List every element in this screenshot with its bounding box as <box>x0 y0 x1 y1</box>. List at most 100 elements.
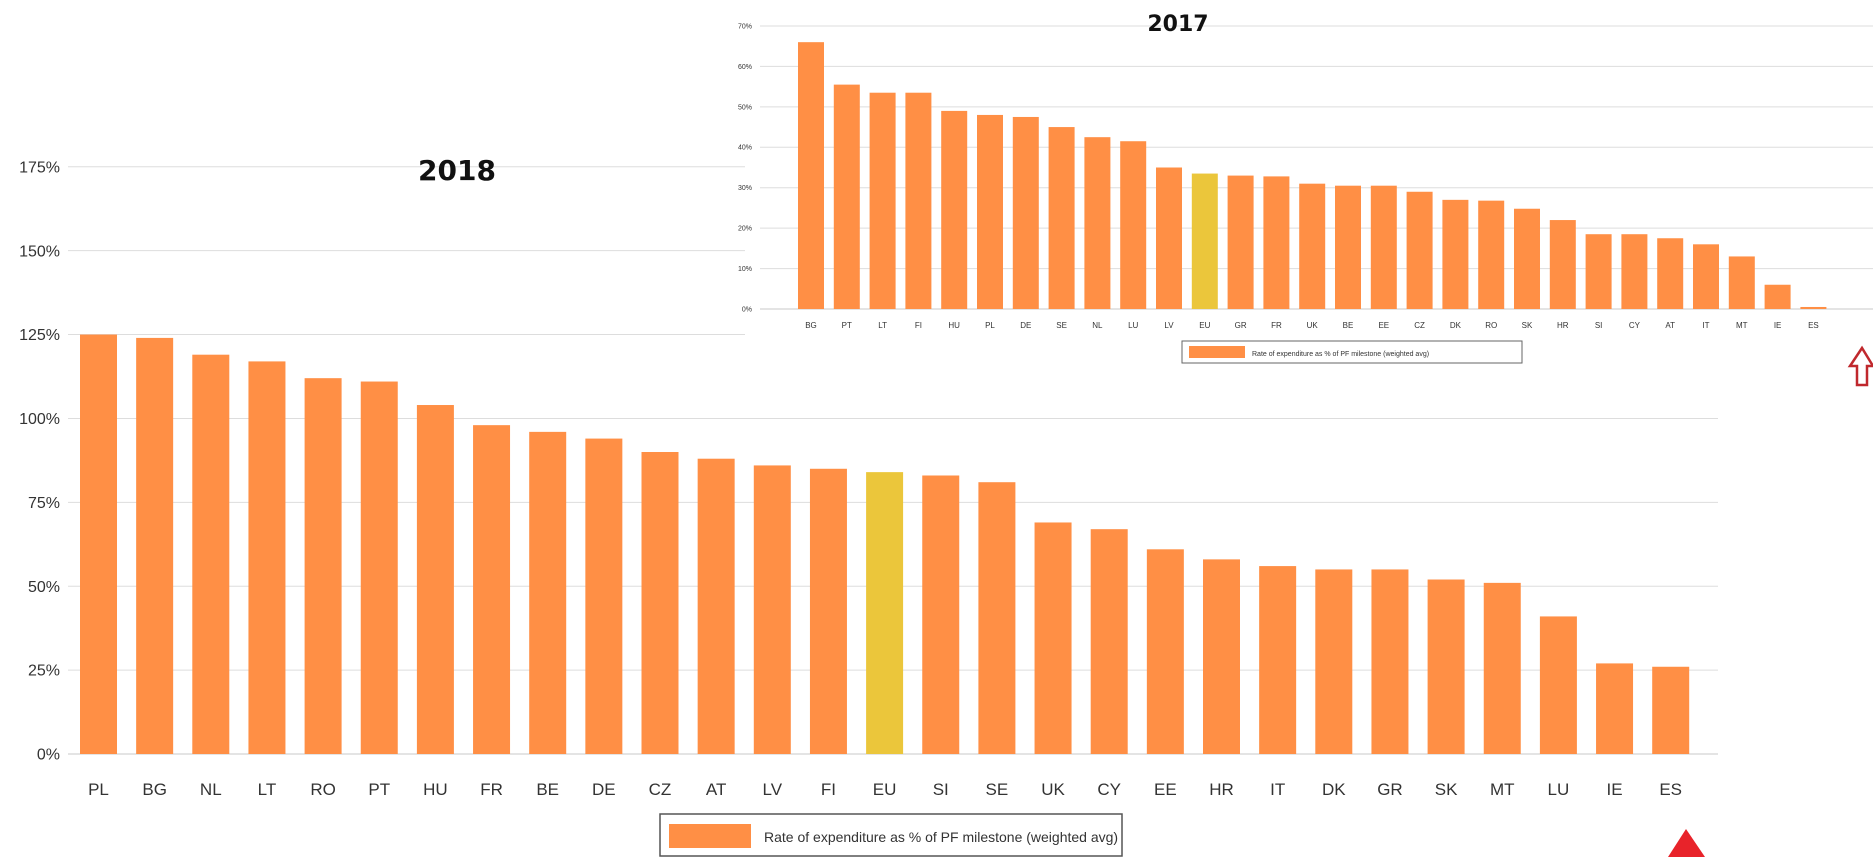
bar-fi <box>905 92 932 309</box>
x-tick-label-se: SE <box>986 780 1009 799</box>
x-tick-label-dk: DK <box>1450 321 1462 330</box>
x-tick-label-sk: SK <box>1435 780 1458 799</box>
red-up-triangle-icon <box>1668 829 1705 857</box>
chart-2018-x-axis: PL BG NL LT RO PT HU FR BE DE CZ AT LV FI EU SI SE UK CY EE… <box>88 780 1682 799</box>
x-tick-label-mt: MT <box>1490 780 1515 799</box>
x-tick-label-fi: FI <box>821 780 836 799</box>
x-tick-label-hr: HR <box>1209 780 1234 799</box>
bar-gr <box>1371 569 1409 754</box>
bar-sk <box>1427 579 1465 754</box>
bar-eu <box>1191 173 1218 309</box>
chart-2017-legend-box <box>1181 340 1523 364</box>
x-tick-label-at: AT <box>706 780 726 799</box>
chart-2018-bars <box>80 334 1690 754</box>
x-tick-label-ie: IE <box>1774 321 1782 330</box>
bar-ee <box>1370 185 1397 309</box>
bar-at <box>697 458 735 754</box>
x-tick-label-hu: HU <box>948 321 960 330</box>
bar-mt <box>1728 256 1755 309</box>
bar-lu <box>1120 141 1147 309</box>
bar-cy <box>1090 529 1128 754</box>
chart-2017-title: 2017 <box>1147 12 1208 37</box>
bar-pl <box>80 334 117 754</box>
bar-dk <box>1442 199 1469 309</box>
bar-hu <box>941 110 968 310</box>
y-tick-label: 70% <box>738 23 752 30</box>
x-tick-label-de: DE <box>592 780 616 799</box>
bar-cy <box>1621 234 1648 309</box>
x-tick-label-fr: FR <box>480 780 503 799</box>
outlined-up-arrow-icon <box>1847 345 1873 387</box>
bar-bg <box>136 337 174 754</box>
y-tick-label: 30% <box>738 185 752 192</box>
chart-2017-x-axis: BG PT LT FI HU PL DE SE NL LU LV EU GR FR UK BE EE CZ DK RO… <box>805 321 1819 330</box>
x-tick-label-lu: LU <box>1128 321 1138 330</box>
bar-cz <box>641 452 679 754</box>
x-tick-label-dk: DK <box>1322 780 1346 799</box>
x-tick-label-ro: RO <box>310 780 336 799</box>
bar-lu <box>1539 616 1577 754</box>
bar-hr <box>1203 559 1240 754</box>
bar-uk <box>1299 183 1326 309</box>
x-tick-label-se: SE <box>1056 321 1067 330</box>
bar-se <box>978 482 1016 754</box>
bar-ie <box>1596 663 1634 754</box>
chart-2017-bars <box>798 42 1827 310</box>
bar-nl <box>192 354 230 754</box>
y-tick-label: 60% <box>738 64 752 71</box>
x-tick-label-pt: PT <box>842 321 852 330</box>
y-tick-label: 100% <box>19 411 60 428</box>
bar-lv <box>753 465 791 754</box>
x-tick-label-uk: UK <box>1041 780 1065 799</box>
bar-eu <box>866 472 904 754</box>
x-tick-label-si: SI <box>933 780 949 799</box>
x-tick-label-uk: UK <box>1307 321 1319 330</box>
bar-hu <box>416 405 454 754</box>
bar-de <box>1012 116 1039 309</box>
chart-2018-y-axis: 0% 25% 50% 75% 100% 125% 150% 175% <box>19 159 60 763</box>
x-tick-label-bg: BG <box>142 780 167 799</box>
x-tick-label-gr: GR <box>1235 321 1247 330</box>
x-tick-label-si: SI <box>1595 321 1603 330</box>
bar-gr <box>1227 175 1254 309</box>
x-tick-label-hr: HR <box>1557 321 1569 330</box>
chart-2017-legend: Rate of expenditure as % of PF milestone… <box>1181 340 1523 364</box>
bar-pl <box>977 114 1003 309</box>
x-tick-label-nl: NL <box>200 780 222 799</box>
x-tick-label-ie: IE <box>1607 780 1623 799</box>
x-tick-label-es: ES <box>1808 321 1819 330</box>
y-tick-label: 0% <box>742 306 752 313</box>
bar-it <box>1259 566 1297 754</box>
x-tick-label-at: AT <box>1665 321 1675 330</box>
x-tick-label-nl: NL <box>1092 321 1103 330</box>
chart-2017: 0% 10% 20% 30% 40% 50% 60% 70% BG PT LT FI HU PL DE SE… <box>738 0 1873 402</box>
y-tick-label: 10% <box>738 266 752 273</box>
chart-2017-legend-swatch <box>1189 346 1245 358</box>
y-tick-label: 25% <box>28 663 60 680</box>
x-tick-label-mt: MT <box>1736 321 1748 330</box>
bar-se <box>1048 127 1075 309</box>
bar-bg <box>798 42 824 310</box>
bar-hr <box>1549 220 1576 309</box>
x-tick-label-lt: LT <box>258 780 277 799</box>
x-tick-label-fr: FR <box>1271 321 1282 330</box>
chart-2018-legend-swatch <box>669 824 751 848</box>
x-tick-label-gr: GR <box>1377 780 1403 799</box>
bar-fr <box>1263 176 1290 309</box>
bar-cz <box>1406 191 1433 309</box>
x-tick-label-sk: SK <box>1522 321 1533 330</box>
bar-fi <box>809 468 847 754</box>
bar-fr <box>473 425 511 754</box>
chart-2017-y-axis: 0% 10% 20% 30% 40% 50% 60% 70% <box>738 23 752 313</box>
y-tick-label: 125% <box>19 327 60 344</box>
bar-lv <box>1156 167 1182 309</box>
bar-lt <box>248 361 286 754</box>
bar-be <box>529 431 567 754</box>
x-tick-label-fi: FI <box>915 321 922 330</box>
bar-mt <box>1483 582 1521 754</box>
bar-at <box>1657 238 1684 309</box>
x-tick-label-eu: EU <box>1199 321 1210 330</box>
x-tick-label-lv: LV <box>1164 321 1174 330</box>
chart-2018-legend-label: Rate of expenditure as % of PF milestone… <box>764 829 1118 845</box>
